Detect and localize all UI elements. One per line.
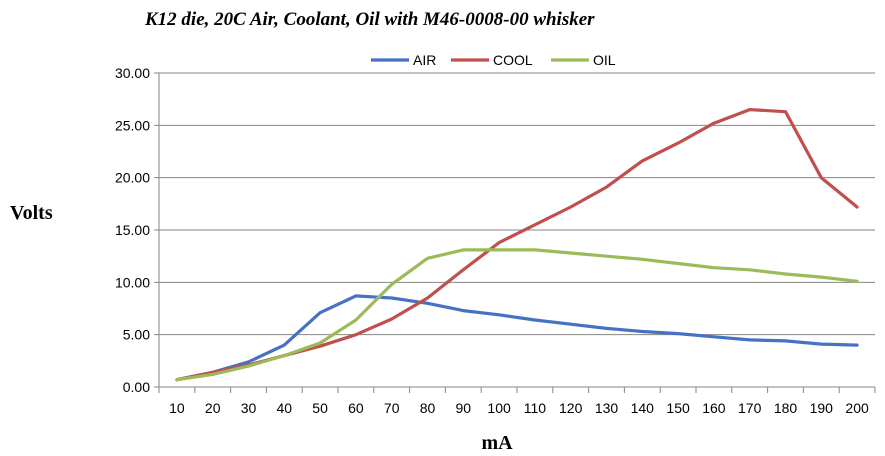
y-axis-title: Volts — [10, 202, 53, 224]
series-lines — [175, 107, 859, 382]
legend: AIR COOL OIL — [371, 52, 616, 68]
x-tick-label: 140 — [631, 400, 655, 416]
x-tick-label: 150 — [666, 400, 690, 416]
y-tick-label: 5.00 — [123, 327, 150, 343]
x-tick-label: 30 — [241, 400, 257, 416]
x-tick-label: 110 — [524, 400, 547, 416]
x-tick-label: 10 — [169, 400, 185, 416]
x-tick-label: 80 — [420, 400, 436, 416]
y-tick-label: 30.00 — [115, 65, 150, 81]
x-tick-label: 130 — [595, 400, 619, 416]
x-tick-label: 40 — [277, 400, 293, 416]
y-tick-label: 20.00 — [115, 170, 150, 186]
x-tick-label: 200 — [845, 400, 869, 416]
x-tick-label: 190 — [810, 400, 834, 416]
x-tick-label: 50 — [312, 400, 328, 416]
chart-title: K12 die, 20C Air, Coolant, Oil with M46-… — [144, 9, 595, 30]
x-axis-title: mA — [481, 432, 513, 454]
x-tick-label: 70 — [384, 400, 400, 416]
y-tick-label: 0.00 — [123, 379, 150, 395]
legend-label-air: AIR — [413, 52, 436, 68]
legend-label-oil: OIL — [593, 52, 616, 68]
x-tick-label: 100 — [487, 400, 511, 416]
x-tick-label: 180 — [774, 400, 798, 416]
x-tick-label: 60 — [348, 400, 364, 416]
axes: 0.00 5.00 10.00 15.00 20.00 25.00 30.00 10 20 30 4… — [115, 65, 876, 416]
x-tick-label: 20 — [205, 400, 221, 416]
series-line-oil — [175, 248, 859, 382]
y-tick-label: 25.00 — [115, 117, 150, 133]
x-tick-label: 160 — [702, 400, 726, 416]
x-tick-label: 120 — [559, 400, 583, 416]
y-tick-label: 10.00 — [115, 274, 150, 290]
legend-label-cool: COOL — [493, 52, 533, 68]
x-tick-label: 170 — [738, 400, 762, 416]
series-line-air — [175, 294, 859, 382]
y-tick-label: 15.00 — [115, 222, 150, 238]
gridlines — [159, 72, 875, 336]
x-tick-label: 90 — [456, 400, 472, 416]
